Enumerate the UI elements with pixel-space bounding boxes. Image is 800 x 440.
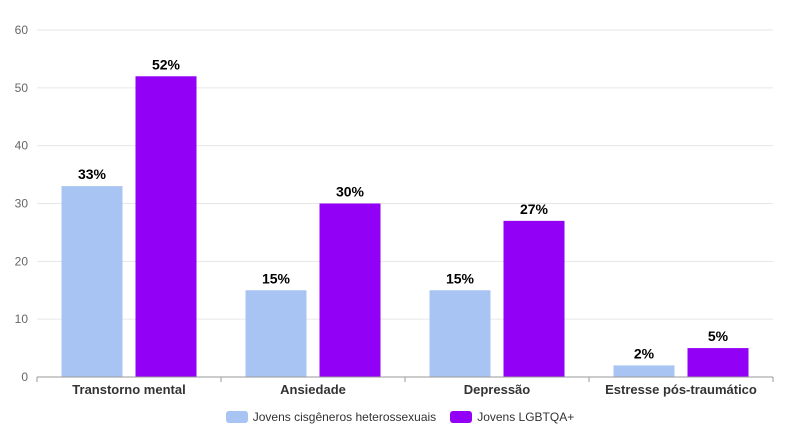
data-label: 15% — [446, 270, 475, 286]
data-label: 52% — [152, 56, 181, 72]
bar[interactable] — [687, 348, 749, 377]
legend-label-lgbtqa: Jovens LGBTQA+ — [477, 410, 575, 424]
bar[interactable] — [245, 290, 307, 377]
legend-item-lgbtqa[interactable]: Jovens LGBTQA+ — [450, 410, 574, 424]
bar[interactable] — [319, 203, 381, 378]
bar[interactable] — [135, 76, 197, 378]
x-tick-label: Estresse pós-traumático — [605, 382, 757, 397]
y-tick-label: 50 — [15, 81, 29, 95]
legend-swatch-lgbtqa — [450, 411, 473, 423]
data-label: 2% — [634, 345, 655, 361]
x-tick-label: Depressão — [464, 382, 531, 397]
bar[interactable] — [613, 365, 675, 377]
data-label: 15% — [262, 270, 291, 286]
data-label: 30% — [336, 184, 365, 200]
legend-label-cis-hetero: Jovens cisgêneros heterossexuais — [252, 410, 437, 424]
y-tick-label: 30 — [15, 197, 29, 211]
y-tick-label: 40 — [15, 139, 29, 153]
y-tick-label: 10 — [15, 312, 29, 326]
bar[interactable] — [503, 220, 565, 377]
legend: Jovens cisgêneros heterossexuais Jovens … — [0, 410, 800, 424]
data-label: 27% — [520, 201, 549, 217]
bar[interactable] — [61, 186, 123, 377]
legend-item-cis-hetero[interactable]: Jovens cisgêneros heterossexuais — [225, 410, 437, 424]
x-tick-label: Ansiedade — [280, 382, 346, 397]
data-labels: 33% 52% 15% 30% 15% 27% 2% 5% — [78, 56, 729, 361]
data-label: 5% — [708, 328, 729, 344]
y-tick-label: 60 — [15, 23, 29, 37]
bars — [61, 76, 749, 378]
y-tick-label: 0 — [21, 370, 28, 384]
data-label: 33% — [78, 166, 107, 182]
x-axis: Transtorno mental Ansiedade Depressão Estre… — [36, 376, 774, 397]
y-tick-label: 20 — [15, 254, 29, 268]
legend-swatch-cis-hetero — [225, 411, 248, 423]
x-tick-label: Transtorno mental — [72, 382, 185, 397]
bar[interactable] — [429, 290, 491, 377]
y-axis-ticks: 0 10 20 30 40 50 60 — [15, 23, 29, 384]
